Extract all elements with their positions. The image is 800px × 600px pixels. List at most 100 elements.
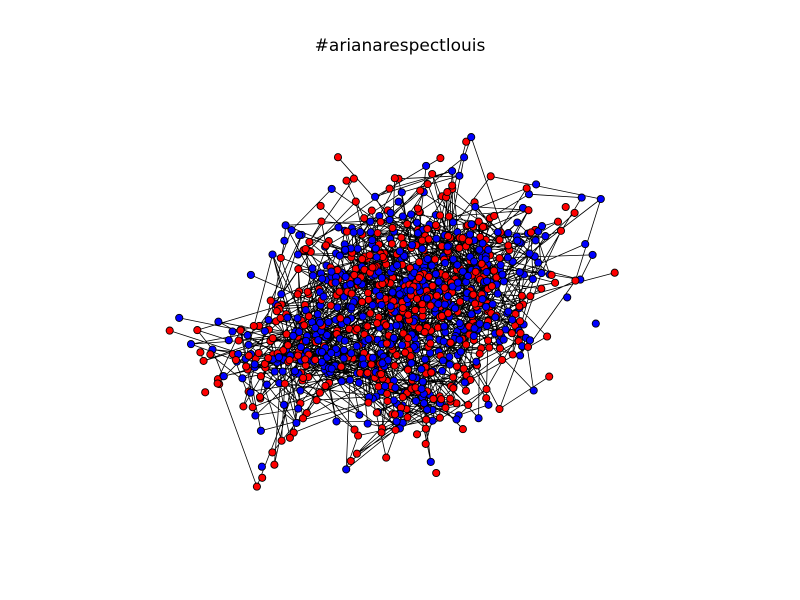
graph-node — [570, 208, 579, 217]
graph-node — [411, 305, 420, 315]
graph-node — [415, 257, 424, 267]
graph-node — [308, 264, 317, 273]
graph-node — [449, 373, 458, 382]
graph-node — [453, 278, 462, 287]
graph-node — [482, 321, 491, 330]
graph-node — [252, 482, 261, 491]
graph-node — [391, 383, 400, 392]
graph-node — [305, 237, 314, 246]
graph-node — [523, 342, 533, 351]
graph-node — [353, 324, 362, 333]
graph-node — [347, 303, 356, 312]
graph-node — [354, 378, 364, 387]
graph-node — [316, 201, 325, 210]
graph-node — [423, 405, 432, 414]
graph-node — [529, 386, 538, 395]
graph-node — [474, 414, 483, 423]
graph-node — [553, 217, 563, 226]
graph-node — [277, 436, 286, 445]
graph-node — [456, 347, 465, 356]
graph-node — [175, 313, 184, 322]
graph-node — [243, 331, 252, 340]
graph-node — [367, 206, 376, 215]
node-layer — [165, 133, 619, 491]
graph-node — [423, 224, 432, 233]
graph-node — [373, 319, 382, 328]
graph-node — [455, 335, 464, 344]
graph-node — [488, 300, 497, 309]
graph-node — [526, 292, 535, 301]
graph-node — [444, 232, 453, 241]
graph-node — [516, 351, 525, 360]
graph-node — [395, 290, 404, 299]
graph-node — [279, 400, 289, 409]
graph-node — [532, 180, 541, 189]
graph-node — [581, 240, 590, 249]
graph-node — [293, 250, 303, 259]
graph-node — [434, 277, 443, 286]
graph-node — [295, 231, 304, 240]
graph-node — [389, 333, 398, 342]
graph-node — [356, 227, 365, 236]
graph-node — [469, 290, 478, 299]
graph-node — [337, 377, 346, 386]
graph-node — [563, 293, 572, 302]
graph-node — [376, 217, 385, 226]
graph-node — [342, 227, 352, 236]
graph-node — [470, 257, 479, 266]
graph-node — [431, 255, 440, 264]
graph-node — [382, 453, 391, 462]
graph-node — [327, 267, 336, 276]
graph-node — [372, 408, 381, 417]
graph-node — [327, 364, 336, 373]
graph-node — [537, 284, 546, 293]
graph-node — [526, 228, 536, 237]
graph-node — [374, 382, 383, 391]
graph-node — [165, 326, 174, 335]
graph-node — [332, 417, 341, 426]
graph-node — [413, 229, 422, 238]
graph-node — [485, 343, 494, 352]
graph-node — [493, 289, 502, 298]
graph-node — [285, 433, 294, 442]
graph-node — [499, 335, 508, 344]
graph-node — [293, 351, 303, 360]
graph-node — [341, 245, 350, 254]
graph-node — [414, 273, 424, 283]
graph-node — [248, 403, 257, 412]
graph-node — [493, 228, 502, 237]
graph-node — [397, 188, 406, 197]
graph-node — [443, 292, 452, 301]
graph-node — [407, 359, 416, 368]
graph-node — [358, 254, 367, 264]
graph-node — [427, 261, 436, 270]
graph-node — [412, 218, 422, 227]
graph-node — [420, 328, 429, 337]
graph-node — [408, 373, 417, 382]
graph-node — [404, 310, 413, 319]
graph-node — [424, 235, 433, 244]
graph-node — [386, 302, 395, 311]
graph-node — [224, 336, 233, 345]
graph-node — [513, 218, 522, 227]
graph-node — [201, 388, 210, 397]
graph-node — [474, 217, 483, 226]
graph-node — [460, 378, 469, 387]
graph-node — [441, 403, 450, 412]
graph-node — [371, 244, 380, 253]
graph-node — [464, 400, 473, 409]
graph-node — [418, 236, 427, 245]
graph-node — [471, 267, 480, 276]
graph-node — [283, 313, 292, 322]
graph-node — [469, 331, 478, 341]
graph-node — [346, 280, 355, 289]
graph-node — [258, 473, 267, 482]
graph-node — [484, 400, 493, 409]
graph-node — [315, 388, 324, 397]
graph-node — [228, 327, 237, 336]
graph-node — [496, 260, 505, 270]
graph-node — [446, 394, 455, 403]
graph-node — [547, 270, 556, 280]
graph-node — [231, 355, 240, 365]
graph-node — [333, 303, 342, 312]
